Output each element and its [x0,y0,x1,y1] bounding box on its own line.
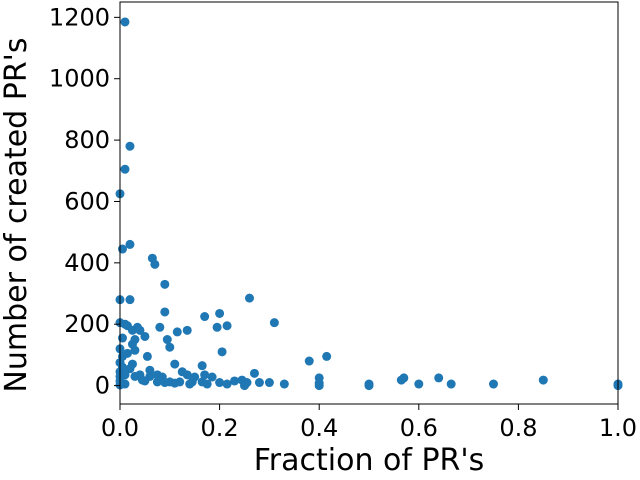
scatter-point-19 [155,322,165,332]
scatter-point-40 [304,356,314,366]
y-tick-label: 400 [64,249,110,277]
scatter-point-76 [215,378,225,388]
scatter-point-44 [197,361,207,371]
scatter-point-8 [160,279,170,289]
x-axis-label: Fraction of PR's [254,443,485,478]
y-tick-label: 200 [64,310,110,338]
scatter-point-26 [182,325,192,335]
scatter-point-88 [202,379,212,389]
scatter-point-54 [182,370,192,380]
points-layer [115,17,623,391]
scatter-point-86 [279,379,289,389]
scatter-point-98 [137,375,147,385]
scatter-point-13 [200,312,210,322]
scatter-point-97 [160,378,170,388]
scatter-point-83 [446,379,456,389]
y-axis-label: Number of created PR's [0,37,34,392]
scatter-point-64 [434,373,444,383]
scatter-point-12 [160,307,170,317]
scatter-point-38 [142,351,152,361]
scatter-point-39 [322,351,332,361]
scatter-point-7 [150,259,160,269]
scatter-point-94 [314,381,324,391]
y-tick-label: 600 [64,187,110,215]
scatter-point-1 [125,141,135,151]
scatter-point-34 [130,345,140,355]
scatter-point-66 [396,375,406,385]
scatter-point-21 [222,321,232,331]
scatter-point-23 [127,325,137,335]
scatter-point-25 [172,327,182,337]
scatter-point-68 [230,376,240,386]
x-axis-ticks: 0.0 0.2 0.4 0.6 0.8 1.0 [101,404,637,442]
scatter-point-71 [152,377,162,387]
y-axis-ticks: 0 200 400 600 800 1000 1200 [49,3,120,400]
scatter-point-28 [117,333,127,343]
x-tick-label: 0.8 [499,414,537,442]
x-tick-label: 0.4 [300,414,338,442]
scatter-point-30 [162,335,172,345]
x-tick-label: 0.0 [101,414,139,442]
scatter-point-27 [140,331,150,341]
scatter-point-32 [165,342,175,352]
plot-frame [119,1,619,405]
scatter-point-92 [364,381,374,391]
x-tick-label: 1.0 [599,414,637,442]
scatter-point-78 [254,378,264,388]
scatter-point-61 [207,372,217,382]
scatter-point-4 [117,244,127,254]
x-tick-label: 0.2 [201,414,239,442]
scatter-point-65 [538,375,548,385]
scatter-point-89 [185,379,195,389]
scatter-point-95 [240,381,249,391]
scatter-point-84 [489,379,498,389]
y-tick-label: 800 [64,126,110,154]
scatter-point-79 [264,378,274,388]
y-tick-label: 1000 [49,65,110,93]
scatter-point-14 [215,308,225,318]
scatter-point-0 [120,17,130,27]
scatter-point-55 [200,370,210,380]
scatter-point-35 [217,347,227,357]
y-tick-label: 0 [95,372,110,400]
scatter-point-5 [125,239,135,249]
scatter-point-87 [222,379,232,389]
x-tick-label: 0.6 [400,414,438,442]
scatter-point-82 [414,379,424,389]
y-tick-label: 1200 [49,3,110,31]
scatter-point-46 [125,364,135,374]
scatter-point-43 [170,359,180,369]
scatter-point-24 [135,325,145,335]
scatter-point-96 [170,378,180,388]
scatter-point-2 [120,164,130,174]
scatter-point-11 [244,293,254,303]
scatter-point-10 [125,295,135,305]
scatter-point-57 [130,371,140,381]
scatter-point-22 [269,318,279,328]
scatter-point-20 [212,322,222,332]
scatter-point-50 [249,368,259,378]
